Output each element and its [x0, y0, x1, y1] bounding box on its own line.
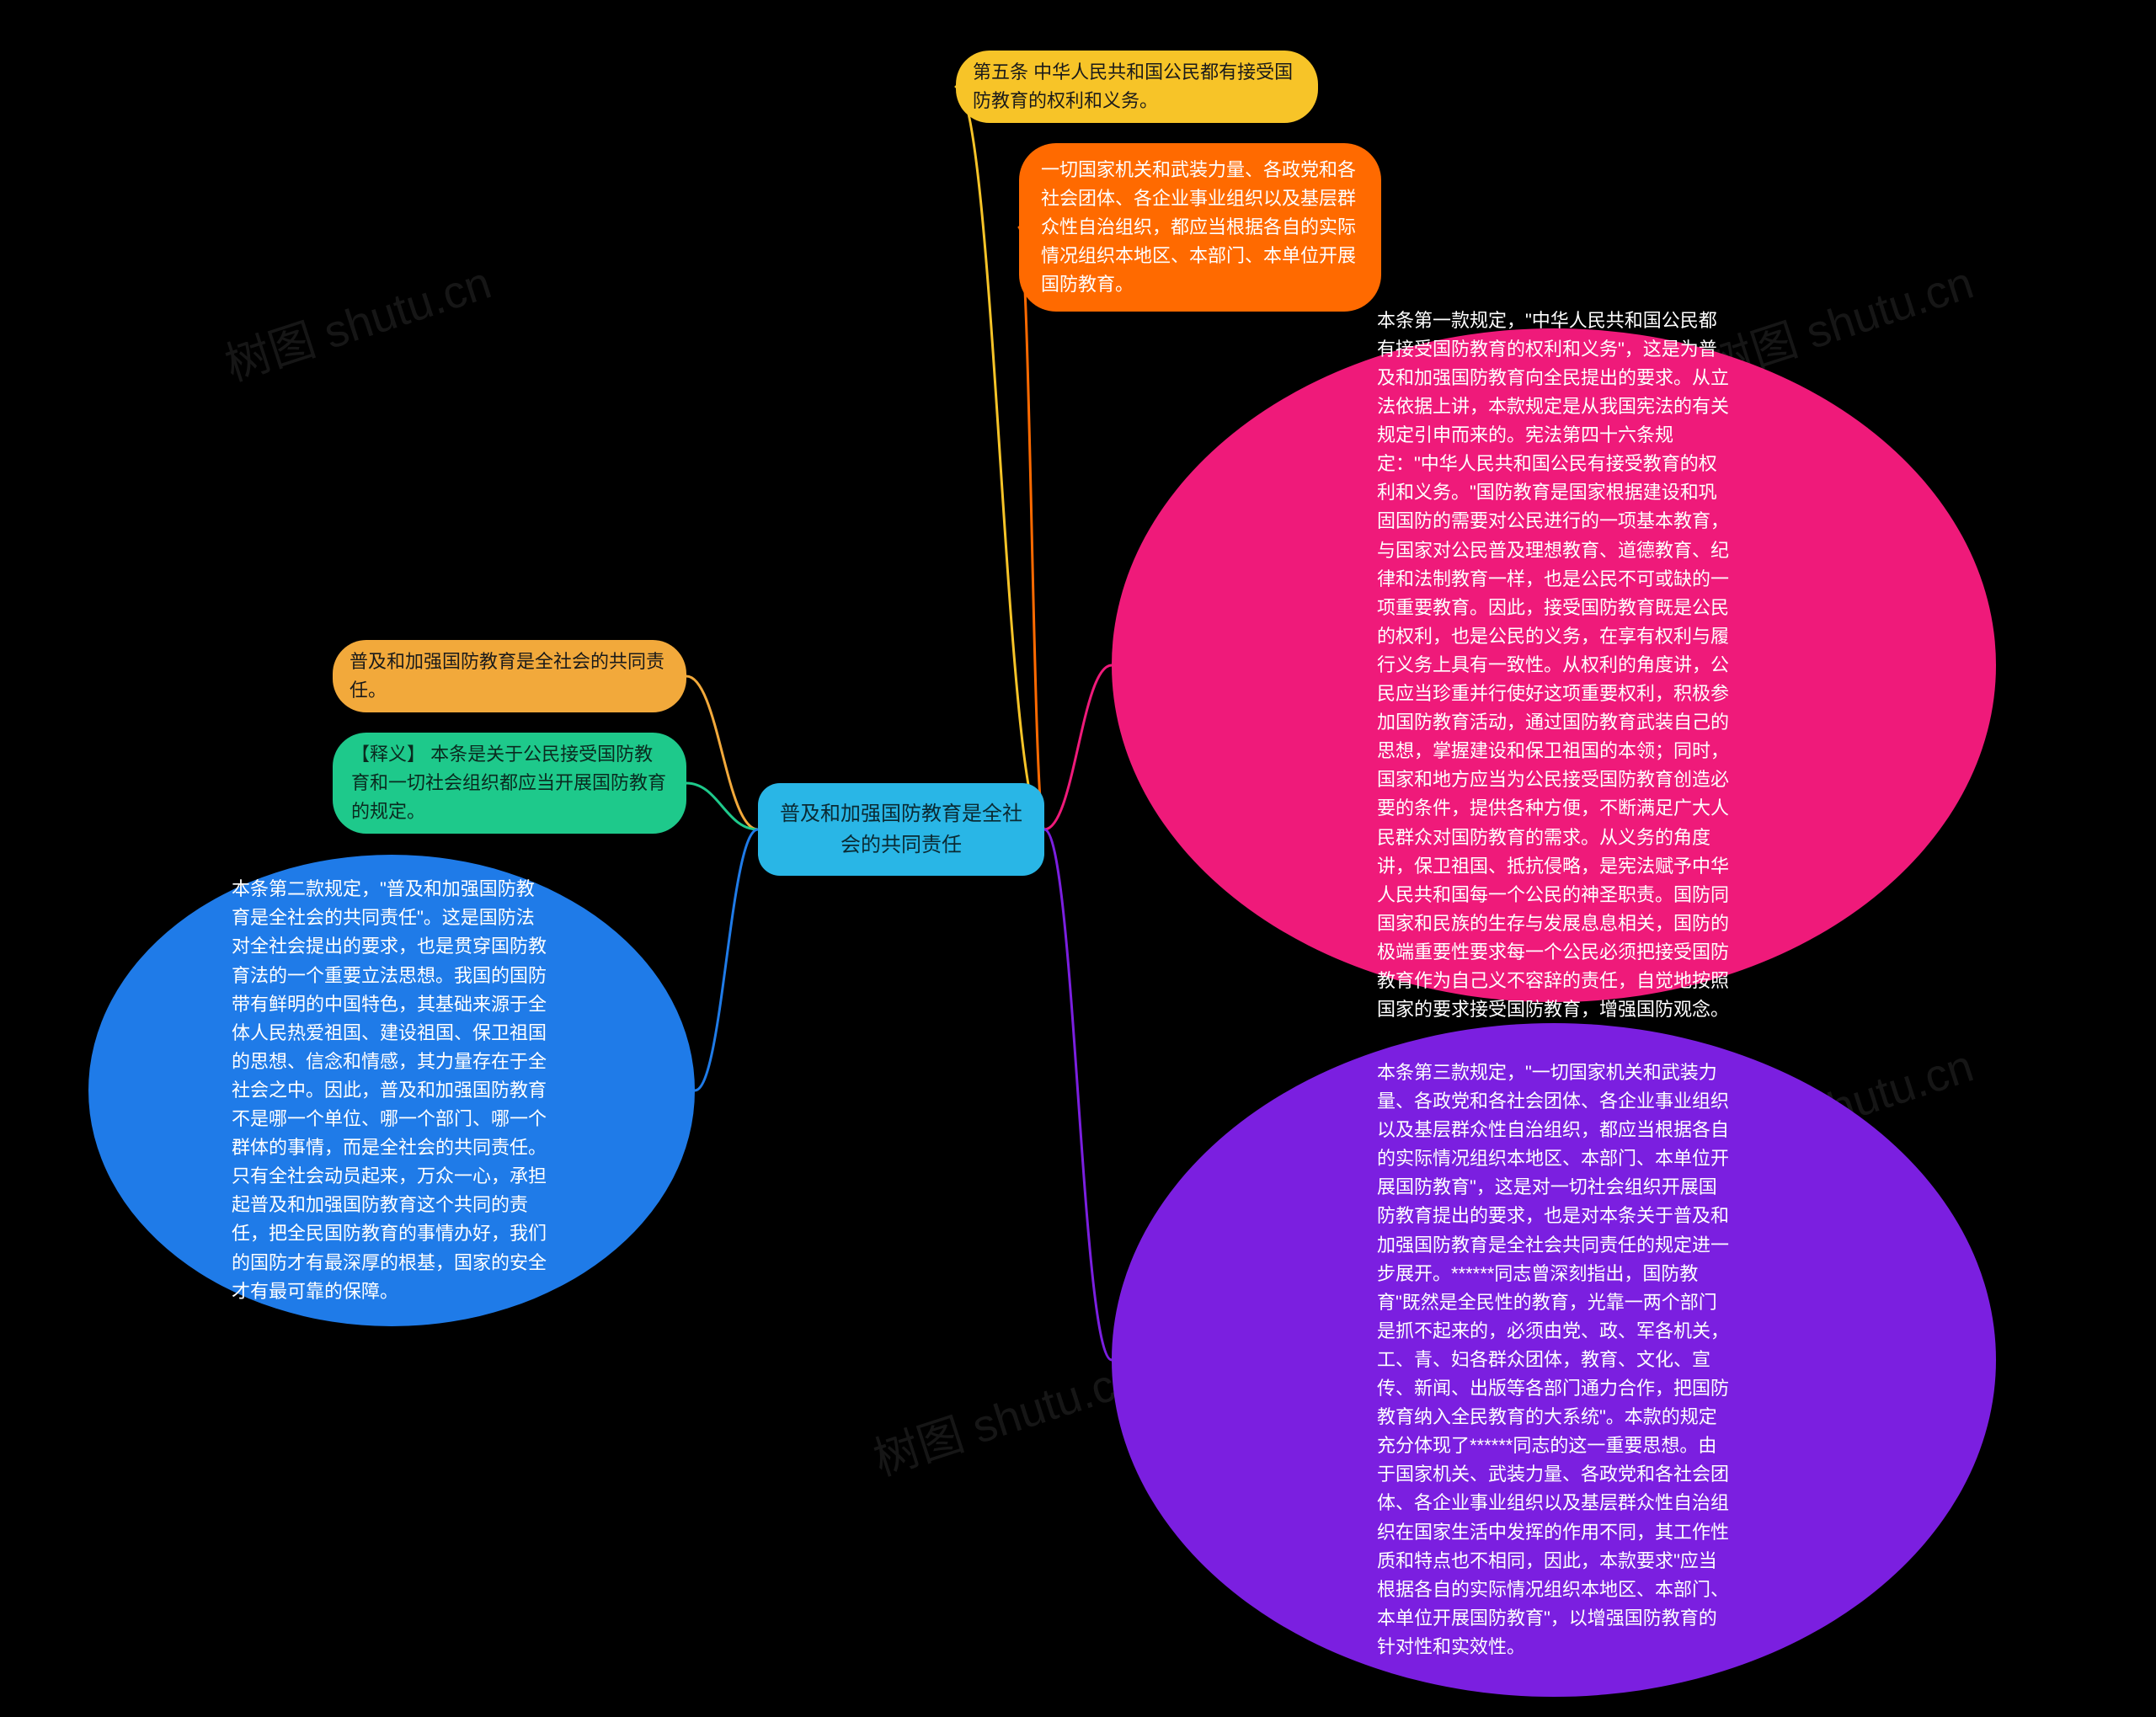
child-node-interpretation: 【释义】 本条是关于公民接受国防教育和一切社会组织都应当开展国防教育的规定。 — [333, 733, 686, 834]
edge — [1044, 665, 1112, 829]
child-node-label: 本条第二款规定，"普及和加强国防教育是全社会的共同责任"。这是国防法对全社会提出… — [232, 875, 552, 1305]
child-node-label: 普及和加强国防教育是全社会的共同责任。 — [350, 648, 670, 705]
child-node-label: 一切国家机关和武装力量、各政党和各社会团体、各企业事业组织以及基层群众性自治组织… — [1041, 156, 1359, 299]
child-node-responsibility: 普及和加强国防教育是全社会的共同责任。 — [333, 640, 686, 712]
child-node-clause3: 本条第三款规定，"一切国家机关和武装力量、各政党和各社会团体、各企业事业组织以及… — [1112, 1023, 1996, 1697]
child-node-organizations: 一切国家机关和武装力量、各政党和各社会团体、各企业事业组织以及基层群众性自治组织… — [1019, 143, 1381, 312]
child-node-label: 本条第三款规定，"一切国家机关和武装力量、各政党和各社会团体、各企业事业组织以及… — [1377, 1058, 1731, 1661]
child-node-clause2: 本条第二款规定，"普及和加强国防教育是全社会的共同责任"。这是国防法对全社会提出… — [88, 855, 695, 1326]
root-node: 普及和加强国防教育是全社会的共同责任 — [758, 783, 1044, 876]
child-node-label: 【释义】 本条是关于公民接受国防教育和一切社会组织都应当开展国防教育的规定。 — [351, 740, 668, 826]
child-node-article5: 第五条 中华人民共和国公民都有接受国防教育的权利和义务。 — [956, 51, 1318, 123]
edge — [695, 829, 758, 1090]
child-node-label: 第五条 中华人民共和国公民都有接受国防教育的权利和义务。 — [973, 58, 1301, 115]
child-node-clause1: 本条第一款规定，"中华人民共和国公民都有接受国防教育的权利和义务"，这是为普及和… — [1112, 328, 1996, 1002]
root-node-label: 普及和加强国防教育是全社会的共同责任 — [773, 798, 1029, 861]
edge — [1044, 829, 1112, 1360]
child-node-label: 本条第一款规定，"中华人民共和国公民都有接受国防教育的权利和义务"，这是为普及和… — [1377, 307, 1731, 1024]
